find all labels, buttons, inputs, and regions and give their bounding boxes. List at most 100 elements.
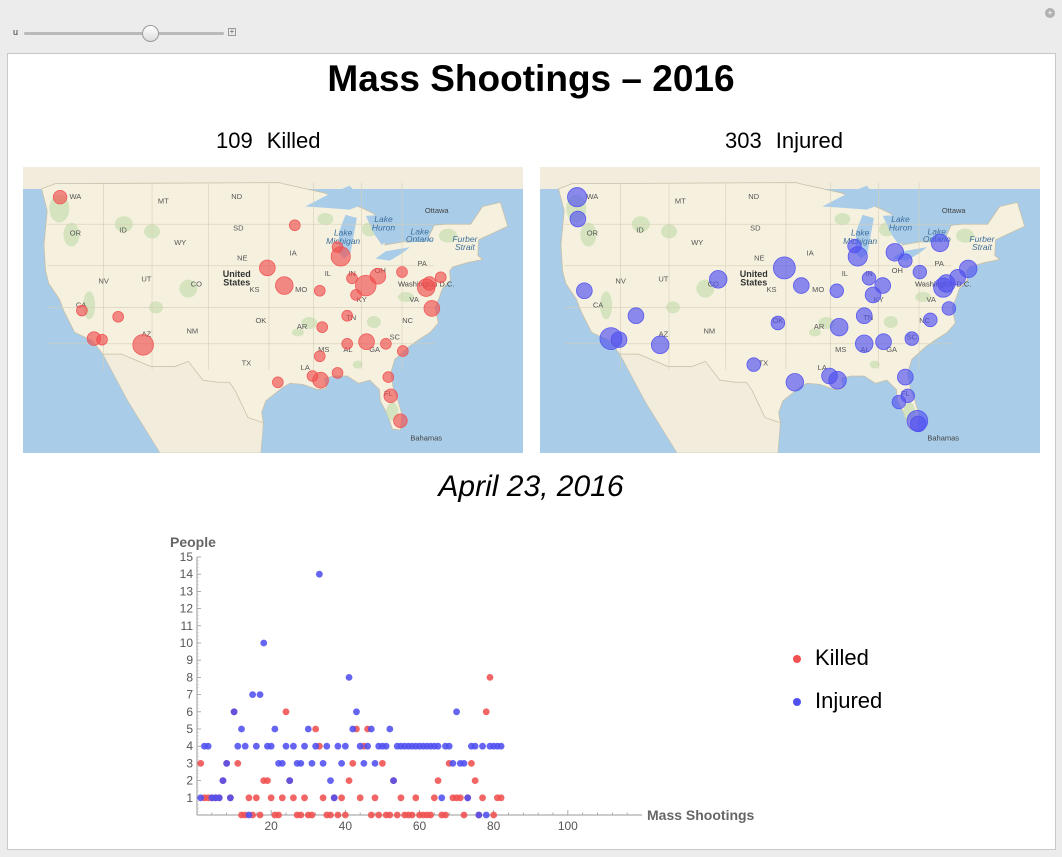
killed-event-marker bbox=[358, 333, 375, 351]
current-date: April 23, 2016 bbox=[438, 470, 624, 503]
injured-point bbox=[356, 742, 364, 750]
injured-event-marker bbox=[567, 187, 588, 208]
killed-point bbox=[430, 794, 438, 802]
map-label: Lake bbox=[851, 228, 870, 238]
map-label: KS bbox=[249, 285, 259, 294]
y-tick-label: 6 bbox=[186, 705, 193, 719]
park-area bbox=[869, 360, 880, 369]
map-label: VA bbox=[926, 295, 935, 304]
injured-point bbox=[445, 742, 453, 750]
injured-event-marker bbox=[909, 415, 927, 433]
injured-event-marker bbox=[912, 264, 928, 280]
killed-point bbox=[386, 811, 394, 819]
injured-point bbox=[390, 777, 397, 784]
injured-event-marker bbox=[885, 243, 905, 262]
date-slider-thumb[interactable] bbox=[142, 25, 159, 42]
killed-point bbox=[297, 811, 305, 819]
injured-event-marker bbox=[785, 373, 805, 392]
great-lake bbox=[305, 185, 366, 210]
injured-point bbox=[364, 742, 371, 750]
injured-point bbox=[267, 742, 275, 750]
date-slider-track[interactable] bbox=[24, 32, 224, 35]
map-label: Strait bbox=[972, 242, 992, 252]
map-label: Lake bbox=[891, 214, 910, 224]
map-label: AZ bbox=[142, 330, 152, 339]
killed-point bbox=[327, 811, 334, 819]
killed-point bbox=[338, 794, 346, 802]
killed-point bbox=[197, 760, 205, 767]
y-tick-label: 7 bbox=[186, 688, 193, 702]
injured-point bbox=[238, 725, 245, 733]
map-label: AL bbox=[343, 345, 352, 354]
map-label: CA bbox=[593, 300, 603, 309]
map-label: OR bbox=[70, 229, 82, 238]
y-tick-label: 11 bbox=[181, 619, 194, 633]
map-label: WA bbox=[70, 192, 82, 201]
map-label: MS bbox=[318, 345, 329, 354]
map-label: MT bbox=[675, 196, 686, 205]
injured-point bbox=[204, 742, 212, 750]
map-label: NV bbox=[98, 276, 108, 285]
y-tick-label: 1 bbox=[186, 791, 193, 805]
killed-point bbox=[234, 760, 242, 767]
killed-event-marker bbox=[341, 309, 353, 322]
map-label: TX bbox=[759, 359, 769, 368]
killed-point bbox=[479, 794, 486, 802]
injured-event-marker bbox=[930, 233, 950, 253]
killed-event-marker bbox=[313, 350, 326, 363]
injured-event-marker bbox=[904, 331, 919, 346]
map-label: NC bbox=[402, 316, 413, 325]
injured-event-marker bbox=[576, 282, 593, 300]
killed-point bbox=[278, 794, 286, 802]
injured-point bbox=[297, 760, 305, 767]
map-label: NM bbox=[187, 326, 199, 335]
injured-point bbox=[286, 777, 294, 784]
killed-point bbox=[412, 794, 420, 802]
map-label: MS bbox=[835, 345, 846, 354]
killed-event-marker bbox=[275, 276, 294, 295]
killed-point bbox=[356, 794, 364, 802]
great-lake bbox=[365, 214, 398, 245]
killed-event-marker bbox=[313, 284, 326, 297]
park-area bbox=[179, 279, 198, 298]
killed-event-marker bbox=[288, 219, 301, 232]
injured-event-marker bbox=[793, 277, 810, 294]
injured-event-marker bbox=[923, 312, 938, 328]
injured-event-marker bbox=[650, 335, 670, 355]
slider-expand-icon[interactable]: + bbox=[228, 27, 236, 36]
great-lake bbox=[403, 236, 433, 243]
killed-event-marker bbox=[423, 300, 441, 317]
injured-point bbox=[256, 691, 264, 698]
control-bar: u + + bbox=[0, 0, 1062, 52]
killed-point bbox=[345, 777, 353, 784]
map-label: NE bbox=[754, 254, 764, 263]
killed-event-marker bbox=[76, 304, 88, 317]
park-area bbox=[366, 315, 381, 328]
killed-event-marker bbox=[112, 310, 124, 323]
map-label: UT bbox=[658, 274, 668, 283]
injured-point bbox=[386, 725, 394, 733]
killed-event-marker bbox=[382, 371, 395, 383]
park-area bbox=[696, 279, 715, 298]
map-label: OH bbox=[892, 266, 903, 275]
injured-point bbox=[360, 760, 368, 767]
park-area bbox=[63, 222, 80, 247]
map-label: KS bbox=[766, 285, 776, 294]
injured-event-marker bbox=[941, 301, 957, 316]
killed-point bbox=[434, 777, 442, 784]
y-axis-title: People bbox=[170, 534, 216, 550]
park-area bbox=[834, 213, 851, 225]
park-area bbox=[317, 213, 334, 225]
killed-point bbox=[482, 708, 490, 716]
park-area bbox=[352, 360, 363, 369]
injured-point bbox=[290, 742, 297, 750]
killed-point bbox=[282, 708, 290, 716]
injured-point bbox=[219, 777, 227, 784]
map-label: WY bbox=[174, 238, 186, 247]
map-label: AZ bbox=[659, 330, 669, 339]
y-tick-label: 9 bbox=[186, 653, 193, 667]
panel-options-icon[interactable]: + bbox=[1045, 8, 1055, 18]
map-label: Ottawa bbox=[942, 206, 967, 215]
map-label: VA bbox=[409, 295, 418, 304]
map-label: United bbox=[223, 269, 251, 279]
